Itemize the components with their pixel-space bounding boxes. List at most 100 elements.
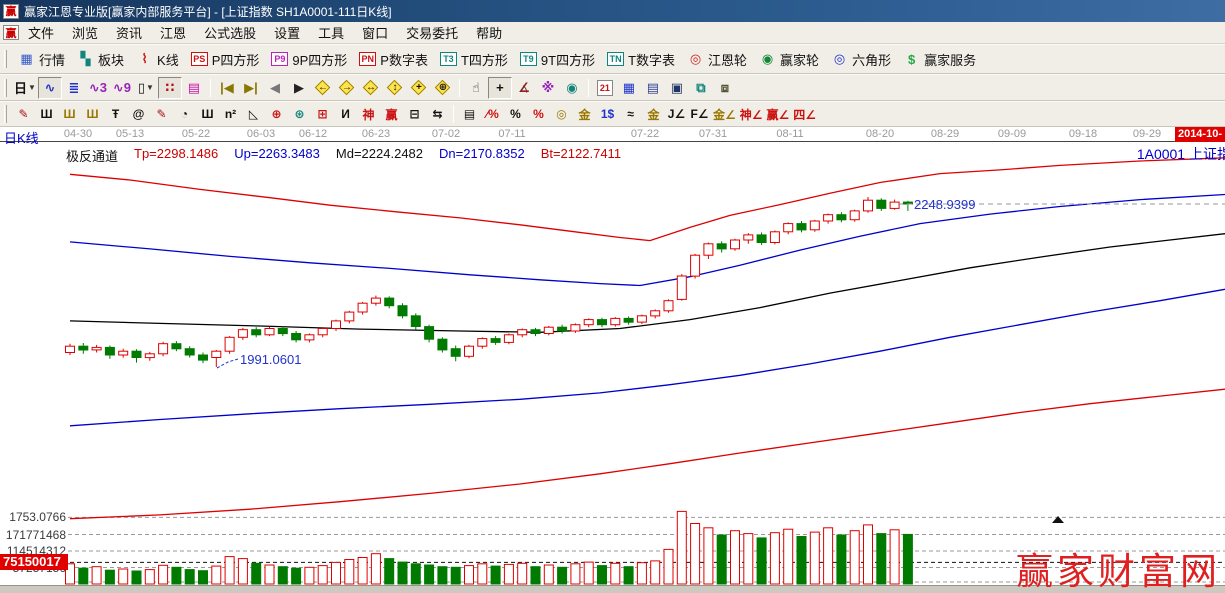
- volume-bar: [530, 566, 541, 585]
- f-comb-button[interactable]: Ŧ: [111, 107, 120, 121]
- menu-item-9[interactable]: 帮助: [476, 26, 503, 41]
- volume-bar: [357, 557, 368, 585]
- si-angle-button[interactable]: 四∠: [793, 107, 817, 122]
- gann-wheel-icon: ◎: [689, 51, 702, 66]
- p-square-button[interactable]: PS P四方形: [185, 48, 266, 71]
- zoom-out-x-button[interactable]: ←: [311, 77, 335, 99]
- step-back-button[interactable]: ◀: [269, 79, 280, 95]
- volume-bar: [676, 510, 687, 585]
- chart-area[interactable]: 日K线 2014-10- 04-30 05-13 05-22 06-03 06-12 06…: [0, 127, 1225, 593]
- hexagon-button[interactable]: ◎ 六角形: [825, 48, 897, 71]
- cycle-clock-button[interactable]: ◔: [180, 107, 189, 121]
- crosshair-button[interactable]: +: [487, 76, 512, 99]
- quotes-button[interactable]: ▦ 行情: [12, 48, 71, 71]
- sectors-button[interactable]: ▚ 板块: [71, 48, 130, 71]
- wave-measure-button[interactable]: ≈: [627, 107, 634, 121]
- pan-hand-button[interactable]: ☝: [471, 79, 480, 95]
- gold-comb-1-button[interactable]: Ш: [63, 107, 76, 121]
- remote-button[interactable]: ⧈: [720, 79, 730, 95]
- candle-body: [783, 223, 794, 233]
- menu-item-5[interactable]: 设置: [274, 26, 301, 41]
- zoom-horizontal-button[interactable]: ↔: [359, 77, 383, 99]
- indicator-value-0: Tp=2298.1486: [134, 146, 219, 161]
- zoom-reset-button[interactable]: ⊕: [431, 77, 455, 99]
- t-number-table-button[interactable]: TN T数字表: [601, 48, 681, 71]
- wave-9-button[interactable]: ∿9: [112, 79, 131, 95]
- price-comb-button[interactable]: Ш: [201, 107, 214, 121]
- atlas-tool-button[interactable]: ◉: [566, 79, 578, 95]
- menu-item-4[interactable]: 公式选股: [204, 26, 257, 41]
- ying-angle-button[interactable]: 赢∠: [766, 107, 790, 122]
- t-square-button[interactable]: T3 T四方形: [434, 48, 514, 71]
- star-grid-button[interactable]: ⊛: [294, 107, 305, 121]
- winner-wheel-button[interactable]: ◉ 赢家轮: [753, 48, 825, 71]
- volume-bar: [304, 566, 315, 585]
- trend-curve-button[interactable]: ∿: [37, 76, 62, 99]
- go-first-button[interactable]: |◀: [220, 79, 234, 95]
- calculator-button[interactable]: ▦: [622, 79, 636, 95]
- percent-slash-button[interactable]: ∕%: [486, 107, 499, 121]
- grid-star-box-button[interactable]: ⊞: [317, 107, 328, 121]
- menu-item-8[interactable]: 交易委托: [406, 26, 459, 41]
- span-arrows-button[interactable]: ⇆: [432, 107, 443, 121]
- f-angle-button[interactable]: F∠: [690, 107, 709, 121]
- candle-body: [836, 214, 847, 221]
- gold-line-button[interactable]: 金: [578, 107, 591, 122]
- menu-item-7[interactable]: 窗口: [362, 26, 389, 41]
- p-number-table-button[interactable]: PN P数字表: [353, 48, 434, 71]
- zoom-vertical-button[interactable]: ↕: [383, 77, 407, 99]
- 9t-square-button[interactable]: T9 9T四方形: [514, 48, 601, 71]
- angle-tool-button[interactable]: ∡: [518, 79, 530, 95]
- gann-wheel-button[interactable]: ◎ 江恩轮: [681, 48, 753, 71]
- price-flag-button[interactable]: 1$: [600, 107, 615, 121]
- candlestick-plot[interactable]: 1991.0601 2248.9399: [0, 127, 1225, 585]
- grid-123-button[interactable]: ⊟: [409, 107, 420, 121]
- angle-fan-button[interactable]: ◺: [248, 107, 259, 121]
- calendar-button[interactable]: 21: [593, 77, 617, 99]
- ying-comb-button[interactable]: 赢: [385, 107, 398, 122]
- k-pattern-button[interactable]: ∷: [157, 76, 182, 99]
- winner-service-button[interactable]: $ 赢家服务: [897, 48, 982, 71]
- gold-comb-2-button[interactable]: Ш: [86, 107, 99, 121]
- 9p-square-button[interactable]: P9 9P四方形: [265, 48, 353, 71]
- gold-line-2-button[interactable]: 金: [647, 107, 660, 122]
- gold-circle-button[interactable]: ◎: [556, 107, 567, 121]
- brush-tool-button[interactable]: ✎: [18, 107, 29, 121]
- j-angle-button[interactable]: J∠: [667, 107, 686, 121]
- wave-3-button[interactable]: ∿3: [88, 79, 107, 95]
- spiral-tool-button[interactable]: @: [132, 107, 145, 121]
- shen-angle-button[interactable]: 神∠: [739, 107, 763, 122]
- gold-angle-button[interactable]: 金∠: [713, 107, 736, 122]
- n-square-button[interactable]: n²: [224, 107, 237, 121]
- percent-line-button[interactable]: %: [533, 107, 544, 121]
- target-cross-button[interactable]: ⊕: [271, 107, 282, 121]
- volume-profile-button[interactable]: ▤: [187, 79, 201, 95]
- zoom-in-all-button[interactable]: +: [407, 77, 431, 99]
- menu-item-6[interactable]: 工具: [318, 26, 345, 41]
- network-button[interactable]: ⧉: [696, 79, 706, 95]
- brush-angle-button[interactable]: ✎: [156, 107, 167, 121]
- volume-bar: [437, 566, 448, 585]
- menu-item-3[interactable]: 江恩: [160, 26, 187, 41]
- shen-comb-button[interactable]: 神: [362, 107, 375, 122]
- notes-button[interactable]: ▤: [646, 79, 660, 95]
- time-comb-button[interactable]: Ш: [40, 107, 53, 121]
- zoom-in-x-button[interactable]: →: [335, 77, 359, 99]
- volume-bar: [557, 566, 568, 585]
- step-forward-button[interactable]: ▶: [293, 79, 304, 95]
- kline-button[interactable]: ⌇ K线: [130, 48, 185, 71]
- candle-style-dropdown[interactable]: 日 ▼: [14, 81, 36, 96]
- volume-bar: [237, 558, 248, 585]
- flower-tool-button[interactable]: ※: [541, 79, 555, 95]
- save-button[interactable]: ▣: [670, 79, 684, 95]
- info-panel-button[interactable]: ≣: [68, 79, 80, 95]
- k-wave-button[interactable]: И: [341, 107, 350, 121]
- menu-item-2[interactable]: 资讯: [116, 26, 143, 41]
- menu-item-1[interactable]: 浏览: [72, 26, 99, 41]
- bar-style-dropdown[interactable]: ▯ ▼: [137, 79, 154, 95]
- menu-item-0[interactable]: 文件: [28, 26, 55, 41]
- percent-button[interactable]: %: [510, 107, 521, 121]
- candle-body: [743, 234, 754, 241]
- go-last-button[interactable]: ▶|: [244, 79, 258, 95]
- fib-levels-button[interactable]: ▤: [463, 107, 476, 121]
